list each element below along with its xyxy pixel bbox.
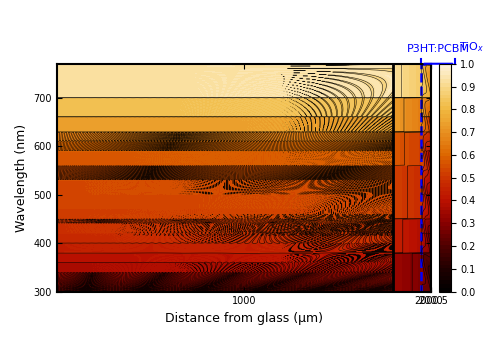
Bar (422, 64, 455, 292)
Text: P3HT:PCBM: P3HT:PCBM (407, 44, 470, 54)
Y-axis label: Wavelength (nm): Wavelength (nm) (15, 124, 28, 232)
X-axis label: Distance from glass (μm): Distance from glass (μm) (165, 312, 323, 325)
Text: TiO$_x$: TiO$_x$ (459, 40, 484, 54)
Bar (455, 64, 472, 292)
